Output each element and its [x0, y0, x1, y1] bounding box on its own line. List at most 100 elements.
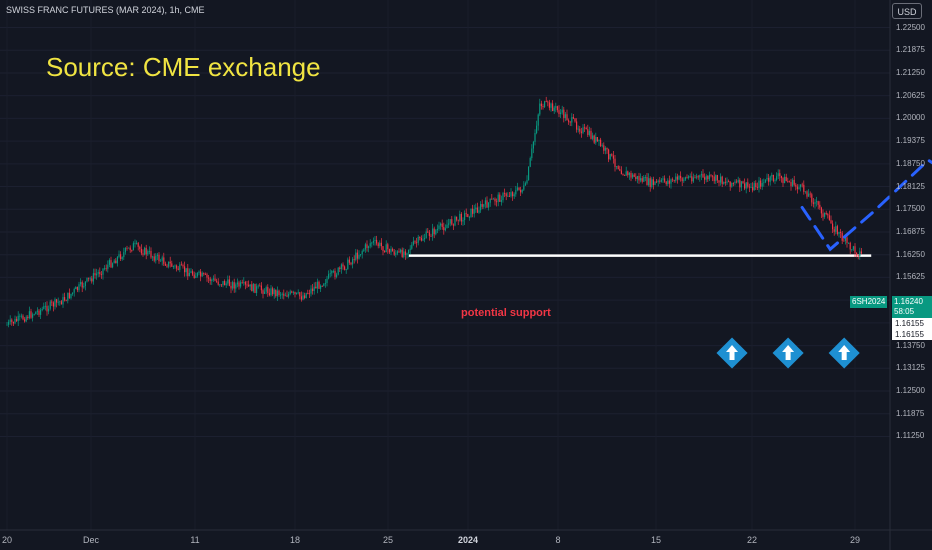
candle-body: [633, 174, 635, 177]
candle-body: [800, 184, 802, 188]
candle-body: [771, 174, 773, 177]
candle-body: [480, 204, 482, 211]
candle-body: [707, 176, 709, 180]
candle-body: [660, 179, 662, 182]
candle-body: [404, 251, 406, 255]
candle-body: [388, 249, 390, 253]
candle-body: [788, 181, 790, 183]
candle-body: [148, 250, 150, 252]
candle-body: [230, 285, 232, 289]
currency-button[interactable]: USD: [892, 3, 922, 19]
candle-body: [28, 311, 30, 319]
candle-body: [803, 184, 805, 192]
candle-body: [243, 282, 245, 283]
candle-body: [828, 215, 830, 221]
candle-body: [424, 238, 426, 240]
candle-body: [49, 301, 51, 309]
candle-body: [211, 279, 213, 282]
candle-body: [417, 236, 419, 243]
candle-body: [257, 285, 259, 287]
candle-body: [694, 177, 696, 179]
candle-body: [657, 180, 659, 182]
candle-body: [784, 176, 786, 184]
candle-body: [790, 181, 792, 187]
candle-body: [150, 250, 152, 258]
candle-body: [96, 273, 98, 276]
candle-body: [769, 176, 771, 182]
candle-body: [174, 265, 176, 267]
candle-body: [620, 170, 622, 175]
candle-body: [363, 249, 365, 252]
arrow-markers: [716, 337, 860, 369]
candle-body: [340, 264, 342, 270]
candle-body: [22, 315, 24, 320]
candle-body: [844, 237, 846, 242]
price-tick-label: 1.13125: [896, 363, 925, 373]
candle-body: [484, 200, 486, 205]
candle-body: [297, 292, 299, 294]
candle-body: [241, 282, 243, 284]
candle-body: [750, 187, 752, 188]
candle-body: [758, 180, 760, 188]
candle-body: [172, 266, 174, 267]
candle-body: [43, 306, 45, 309]
candle-body: [569, 121, 571, 123]
time-tick-label: 8: [555, 535, 561, 545]
candle-body: [400, 249, 402, 253]
candle-body: [356, 252, 358, 259]
candle-body: [739, 179, 741, 188]
candle-body: [627, 171, 629, 176]
candle-body: [227, 279, 229, 284]
candle-body: [702, 174, 704, 178]
candle-body: [435, 230, 437, 235]
candle-body: [187, 268, 189, 277]
candle-body: [390, 248, 392, 253]
candle-body: [755, 183, 757, 188]
price-tick-label: 1.16250: [896, 249, 925, 259]
candle-body: [328, 274, 330, 279]
candle-body: [772, 174, 774, 181]
candle-body: [248, 284, 250, 287]
candle-body: [51, 301, 53, 303]
candle-body: [603, 145, 605, 151]
candle-body: [696, 176, 698, 178]
candle-body: [272, 288, 274, 295]
candle-body: [680, 175, 682, 179]
candle-body: [793, 179, 795, 185]
candle-body: [452, 224, 454, 226]
candle-body: [604, 147, 606, 151]
candle-body: [470, 208, 472, 217]
candle-body: [588, 130, 590, 135]
candle-body: [672, 179, 674, 181]
candle-body: [625, 171, 627, 176]
candle-body: [542, 106, 544, 108]
candle-body: [843, 240, 845, 242]
candle-body: [504, 193, 506, 194]
candle-body: [446, 224, 448, 229]
candle-body: [72, 292, 74, 294]
candle-body: [608, 149, 610, 160]
candle-body: [182, 265, 184, 267]
candle-body: [492, 198, 494, 200]
candle-body: [849, 242, 851, 250]
candle-body: [382, 246, 384, 252]
candle-body: [201, 273, 203, 277]
candle-body: [427, 231, 429, 233]
candle-body: [499, 194, 501, 202]
candle-body: [352, 259, 354, 265]
candle-body: [292, 292, 294, 293]
candle-body: [408, 249, 410, 254]
candle-body: [859, 251, 861, 257]
candle-body: [259, 285, 261, 287]
candle-body: [369, 243, 371, 247]
candle-body: [512, 192, 514, 197]
candle-body: [67, 292, 69, 301]
candle-body: [214, 278, 216, 281]
candle-body: [756, 187, 758, 188]
candle-body: [494, 198, 496, 202]
candle-body: [675, 176, 677, 181]
candle-body: [616, 166, 618, 167]
candle-body: [491, 198, 493, 200]
candle-body: [833, 229, 835, 232]
